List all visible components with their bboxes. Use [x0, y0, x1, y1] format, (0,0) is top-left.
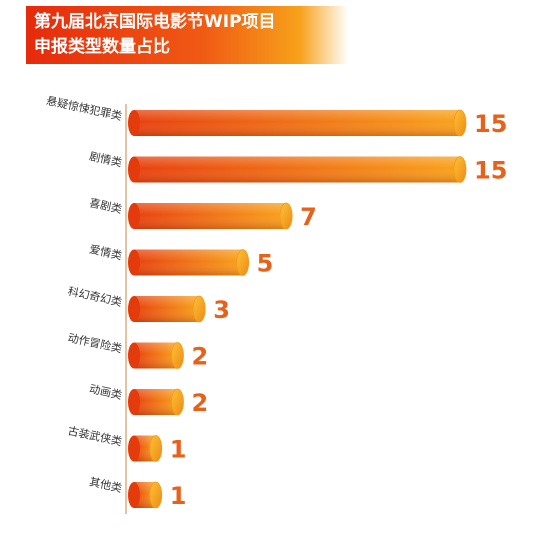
- bar-right-cap: [279, 202, 293, 230]
- category-label: 古装武侠类: [67, 423, 124, 448]
- value-label: 15: [474, 157, 507, 185]
- bar-shading: [134, 249, 243, 276]
- category-label: 悬疑惊悚犯罪类: [45, 93, 123, 123]
- category-label: 动画类: [88, 381, 123, 402]
- bar-shading: [134, 296, 200, 322]
- category-label: 动作冒险类: [67, 330, 124, 355]
- bar-left-cap: [128, 203, 140, 229]
- bar-right-cap: [192, 295, 206, 323]
- value-label: 1: [170, 436, 187, 464]
- bar-left-cap: [128, 435, 140, 462]
- category-label: 其他类: [88, 474, 123, 495]
- bar-left-cap: [128, 156, 140, 183]
- bar-right-cap: [453, 156, 467, 183]
- value-label: 3: [213, 296, 230, 324]
- chart-title-line-1: 第九届北京国际电影节WIP项目: [34, 12, 276, 32]
- bar-left-cap: [128, 296, 140, 322]
- chart-title-line-2: 申报类型数量占比: [34, 37, 170, 57]
- bar-shading: [134, 203, 287, 229]
- bar-right-cap: [149, 435, 163, 462]
- bar-left-cap: [128, 110, 140, 136]
- bar-left-cap: [128, 389, 140, 415]
- bar-shading: [134, 342, 178, 369]
- value-label: 7: [300, 203, 317, 231]
- bar-right-cap: [171, 342, 184, 369]
- bar-right-cap: [171, 388, 184, 416]
- bar-right-cap: [149, 481, 163, 509]
- category-label: 科幻奇幻类: [67, 284, 124, 309]
- value-label: 5: [257, 250, 274, 278]
- value-label: 15: [474, 110, 507, 138]
- bar-right-cap: [236, 249, 250, 276]
- bar-right-cap: [453, 109, 467, 137]
- value-label: 1: [170, 482, 187, 510]
- bar-left-cap: [128, 482, 140, 508]
- chart-title-banner: 第九届北京国际电影节WIP项目 申报类型数量占比: [26, 6, 348, 64]
- bar-shading: [134, 110, 460, 136]
- category-label: 爱情类: [88, 242, 123, 263]
- value-label: 2: [191, 389, 208, 417]
- value-label: 2: [191, 343, 208, 371]
- bar-shading: [134, 389, 178, 415]
- bar-left-cap: [128, 342, 140, 369]
- category-label: 喜剧类: [88, 195, 123, 216]
- category-label: 剧情类: [88, 149, 123, 170]
- bar-shading: [134, 156, 460, 183]
- bar-left-cap: [128, 249, 140, 276]
